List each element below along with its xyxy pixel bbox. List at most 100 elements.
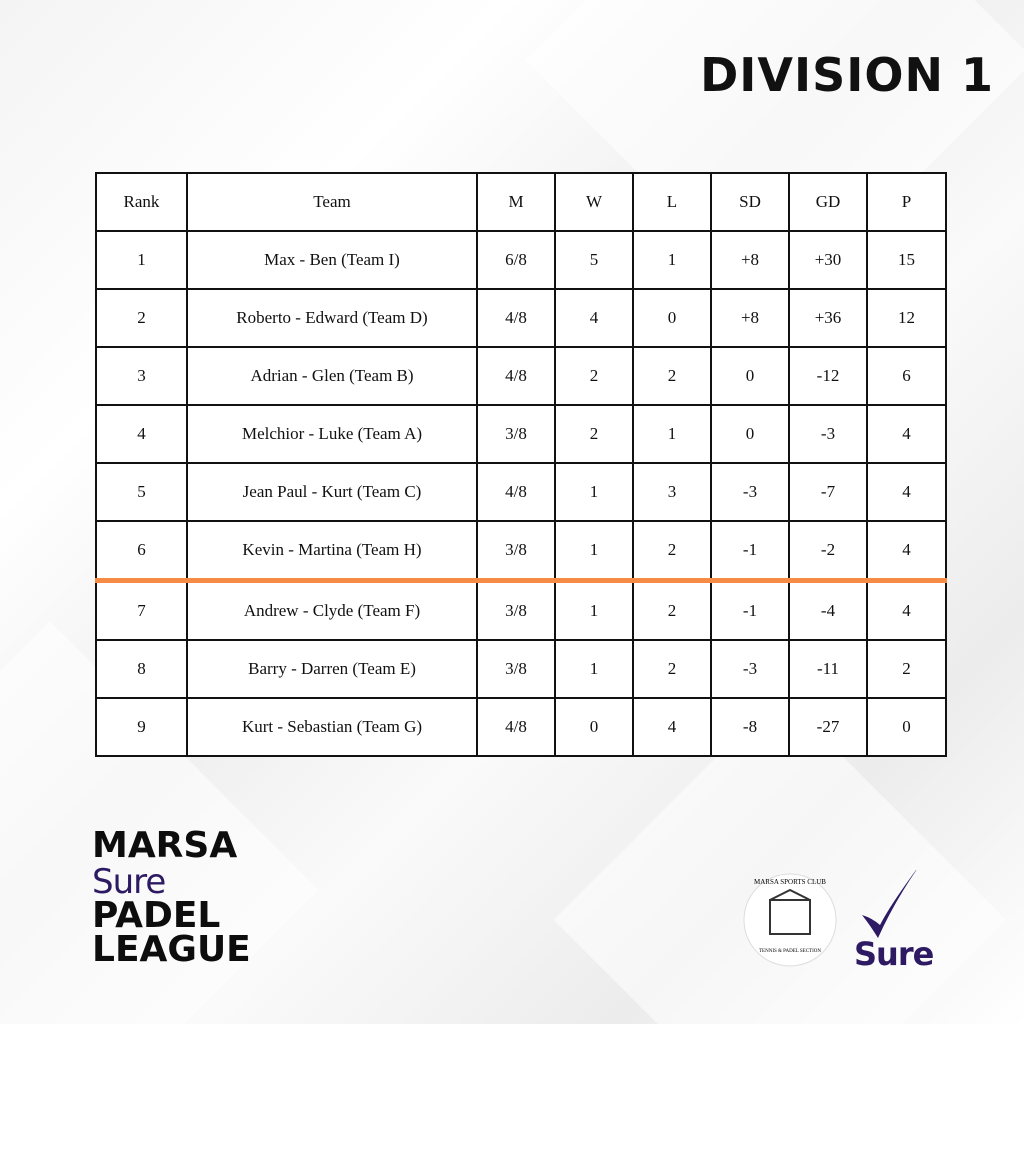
sponsor-name: Sure	[854, 935, 934, 973]
table-cell: +8	[710, 288, 790, 348]
table-cell: Jean Paul - Kurt (Team C)	[186, 462, 478, 522]
table-cell: 1	[554, 639, 634, 699]
table-cell: 0	[866, 697, 947, 757]
sponsor-check	[862, 870, 917, 938]
table-cell: 4	[866, 404, 947, 464]
table-cell: -4	[788, 579, 868, 641]
table-cell: 2	[95, 288, 188, 348]
table-cell: Max - Ben (Team I)	[186, 230, 478, 290]
club-badge	[743, 873, 837, 967]
table-cell: -3	[788, 404, 868, 464]
table-row: 9 Kurt - Sebastian (Team G) 4/8 0 4 -8 -27 0	[95, 697, 947, 757]
table-row: 1 Max - Ben (Team I) 6/8 5 1 +8 +30 15	[95, 230, 947, 290]
table-row: 8 Barry - Darren (Team E) 3/8 1 2 -3 -11 2	[95, 639, 947, 699]
table-cell: 9	[95, 697, 188, 757]
column-header: Rank	[95, 172, 188, 232]
table-cell: 4/8	[476, 288, 556, 348]
table-cell: -8	[710, 697, 790, 757]
table-cell: 2	[632, 579, 712, 641]
title: DIVISION 1	[700, 48, 994, 102]
table-cell: 0	[632, 288, 712, 348]
table-cell: 1	[554, 579, 634, 641]
table-cell: +30	[788, 230, 868, 290]
header-row: Rank Team M W L SD GD P	[95, 172, 947, 232]
column-header: GD	[788, 172, 868, 232]
table-cell: 3/8	[476, 639, 556, 699]
table-cell: 0	[554, 697, 634, 757]
table-cell: 4/8	[476, 346, 556, 406]
column-header: SD	[710, 172, 790, 232]
table-row: 6 Kevin - Martina (Team H) 3/8 1 2 -1 -2 4	[95, 520, 947, 583]
table-cell: 1	[95, 230, 188, 290]
table-cell: +8	[710, 230, 790, 290]
column-header: Team	[186, 172, 478, 232]
club-name: MARSA SPORTS CLUB	[754, 878, 826, 886]
table-cell: -2	[788, 520, 868, 583]
table-cell: 1	[554, 520, 634, 583]
table-cell: 2	[632, 520, 712, 583]
table-cell: 3	[95, 346, 188, 406]
table-cell: 5	[554, 230, 634, 290]
page: DIVISION 1 Rank Team M W L SD GD P 1 Max - Ben (T…	[0, 0, 1024, 1024]
table-cell: 4	[554, 288, 634, 348]
table-cell: -7	[788, 462, 868, 522]
club-roof	[769, 888, 811, 901]
table-cell: 2	[632, 346, 712, 406]
table-cell: 2	[866, 639, 947, 699]
table-cell: -1	[710, 520, 790, 583]
table-cell: 4	[95, 404, 188, 464]
table-cell: -27	[788, 697, 868, 757]
table-cell: 0	[710, 346, 790, 406]
table-cell: -3	[710, 462, 790, 522]
column-header: L	[632, 172, 712, 232]
table-row: 2 Roberto - Edward (Team D) 4/8 4 0 +8 +36 12	[95, 288, 947, 348]
table-cell: Kevin - Martina (Team H)	[186, 520, 478, 583]
column-header: W	[554, 172, 634, 232]
standings-table: Rank Team M W L SD GD P 1 Max - Ben (Team I) 6/8 5 1…	[95, 172, 947, 757]
table-cell: 6	[866, 346, 947, 406]
table-cell: 4	[632, 697, 712, 757]
column-header: M	[476, 172, 556, 232]
table-cell: 2	[554, 346, 634, 406]
table-cell: 3/8	[476, 579, 556, 641]
table-cell: 7	[95, 579, 188, 641]
table-cell: -11	[788, 639, 868, 699]
league-logo-line: LEAGUE	[92, 929, 251, 970]
club-building	[769, 899, 811, 935]
table-cell: +36	[788, 288, 868, 348]
league-logo-sponsor: Sure	[92, 862, 166, 902]
table-cell: Melchior - Luke (Team A)	[186, 404, 478, 464]
table-row: 7 Andrew - Clyde (Team F) 3/8 1 2 -1 -4 4	[95, 579, 947, 641]
table-cell: 2	[554, 404, 634, 464]
table-cell: Barry - Darren (Team E)	[186, 639, 478, 699]
table-cell: -3	[710, 639, 790, 699]
league-logo-line: PADEL	[92, 895, 221, 936]
table-cell: 6/8	[476, 230, 556, 290]
table-cell: -12	[788, 346, 868, 406]
table-cell: 4/8	[476, 697, 556, 757]
table-cell: 0	[710, 404, 790, 464]
table-cell: 1	[632, 404, 712, 464]
table-cell: Kurt - Sebastian (Team G)	[186, 697, 478, 757]
table-cell: 3	[632, 462, 712, 522]
table-cell: -1	[710, 579, 790, 641]
table-cell: 4	[866, 520, 947, 583]
table-cell: 8	[95, 639, 188, 699]
table-cell: 2	[632, 639, 712, 699]
table-cell: Andrew - Clyde (Team F)	[186, 579, 478, 641]
table-row: 5 Jean Paul - Kurt (Team C) 4/8 1 3 -3 -7 4	[95, 462, 947, 522]
table-cell: 4	[866, 579, 947, 641]
table-row: 4 Melchior - Luke (Team A) 3/8 2 1 0 -3 4	[95, 404, 947, 464]
table-cell: 1	[632, 230, 712, 290]
table-cell: 5	[95, 462, 188, 522]
table-cell: 3/8	[476, 404, 556, 464]
table-cell: 4	[866, 462, 947, 522]
table-cell: Roberto - Edward (Team D)	[186, 288, 478, 348]
table-cell: 4/8	[476, 462, 556, 522]
table-cell: Adrian - Glen (Team B)	[186, 346, 478, 406]
league-logo-line: MARSA	[92, 825, 238, 866]
table-cell: 6	[95, 520, 188, 583]
table-cell: 1	[554, 462, 634, 522]
table-cell: 12	[866, 288, 947, 348]
column-header: P	[866, 172, 947, 232]
